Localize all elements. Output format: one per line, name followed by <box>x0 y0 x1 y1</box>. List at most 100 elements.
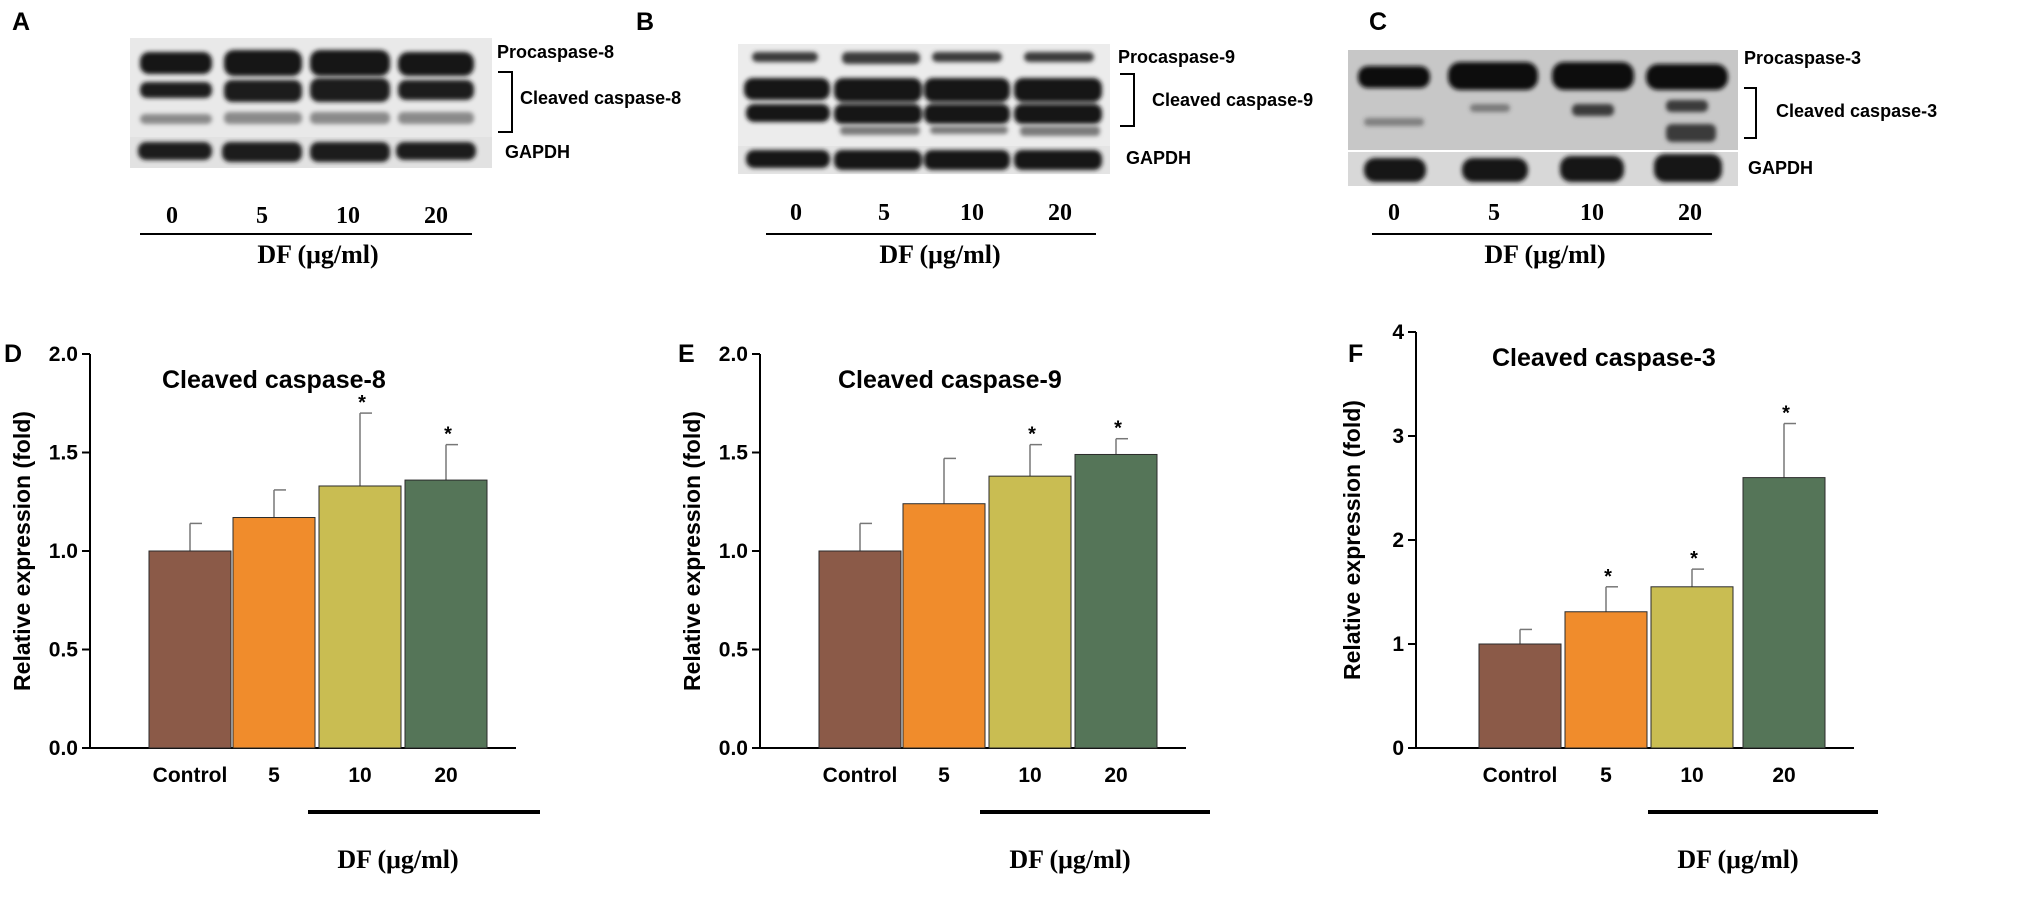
x-axis-label: DF (μg/ml) <box>1009 845 1130 874</box>
x-category-label: 20 <box>434 764 457 787</box>
y-tick-label: 0.5 <box>49 639 79 662</box>
dose-label: 20 <box>424 203 448 229</box>
y-tick-label: 2.0 <box>49 343 78 366</box>
chart-title: Cleaved caspase-3 <box>1492 344 1716 372</box>
gapdh-label-c: GAPDH <box>1748 158 1813 178</box>
bar-chart-caspase-3: 0 1 2 3 4 Relative expression (fold) Cleaved c… <box>1339 321 1878 874</box>
y-tick-label: 2 <box>1392 529 1404 552</box>
y-tick-label: 0.0 <box>719 737 748 760</box>
chart-panel-e: E 0.0 0.5 1.0 1.5 2.0 Relative expression (fo… <box>678 340 1210 874</box>
bar <box>1564 611 1648 749</box>
dose-label: 0 <box>1388 200 1400 226</box>
x-category-label: 20 <box>1104 764 1127 787</box>
bar <box>232 517 316 749</box>
dose-label: 5 <box>256 203 268 229</box>
bar <box>148 550 232 749</box>
bar <box>1650 586 1734 749</box>
procaspase-label-c: Procaspase-3 <box>1744 48 1861 68</box>
significance-marker: * <box>1782 403 1790 425</box>
bar <box>1742 477 1826 749</box>
x-category-label: 5 <box>268 764 280 787</box>
cleaved-label-a: Cleaved caspase-8 <box>520 88 681 108</box>
x-category-label: 10 <box>348 764 371 787</box>
panel-label-f: F <box>1348 340 1363 368</box>
dose-label: 10 <box>336 203 360 229</box>
x-category-label: Control <box>153 764 228 787</box>
chart-panel-d: D 0.0 0.5 1.0 1.5 2.0 Relative expression (fo… <box>4 340 540 874</box>
bar <box>1478 643 1562 749</box>
x-category-label: 10 <box>1018 764 1041 787</box>
y-tick-label: 1.0 <box>719 540 748 563</box>
dose-label: 5 <box>1488 200 1500 226</box>
blot-panel-c: C Proc <box>1348 8 1937 269</box>
gapdh-label-a: GAPDH <box>505 142 570 162</box>
x-axis-label: DF (μg/ml) <box>337 845 458 874</box>
y-tick-label: 1.0 <box>49 540 78 563</box>
dose-axis-label-a: DF (μg/ml) <box>257 240 378 269</box>
chart-panel-f: F 0 1 2 3 4 Relative expression (fold) Cleaved… <box>1339 321 1878 874</box>
bar <box>404 479 488 749</box>
x-axis-label: DF (μg/ml) <box>1677 845 1798 874</box>
gapdh-label-b: GAPDH <box>1126 148 1191 168</box>
significance-marker: * <box>1690 548 1698 570</box>
bar-chart-caspase-9: 0.0 0.5 1.0 1.5 2.0 Relative expression (fold… <box>679 343 1210 874</box>
significance-marker: * <box>1604 566 1612 588</box>
dose-label: 5 <box>878 200 890 226</box>
dose-label: 10 <box>1580 200 1604 226</box>
dose-axis-label-b: DF (μg/ml) <box>879 240 1000 269</box>
bar <box>988 475 1072 749</box>
y-axis-label: Relative expression (fold) <box>9 411 35 691</box>
y-tick-label: 2.0 <box>719 343 748 366</box>
y-tick-label: 0.5 <box>719 639 749 662</box>
cleaved-bracket-b <box>1120 73 1135 127</box>
procaspase-label-a: Procaspase-8 <box>497 42 614 62</box>
y-tick-label: 4 <box>1392 321 1404 344</box>
significance-marker: * <box>358 392 366 414</box>
blot-panel-a: A <box>12 8 681 269</box>
bar <box>318 485 402 749</box>
panel-label-c: C <box>1369 8 1387 36</box>
y-tick-label: 3 <box>1392 425 1404 448</box>
y-axis-label: Relative expression (fold) <box>679 411 705 691</box>
dose-axis-label-c: DF (μg/ml) <box>1484 240 1605 269</box>
chart-title: Cleaved caspase-9 <box>838 366 1062 394</box>
dose-label: 10 <box>960 200 984 226</box>
dose-label: 20 <box>1048 200 1072 226</box>
bar-chart-caspase-8: 0.0 0.5 1.0 1.5 2.0 Relative expression (fold… <box>9 343 540 874</box>
y-tick-label: 1 <box>1392 633 1404 656</box>
bar <box>1074 453 1158 749</box>
x-category-label: Control <box>823 764 898 787</box>
x-category-label: 10 <box>1680 764 1703 787</box>
procaspase-label-b: Procaspase-9 <box>1118 47 1235 67</box>
y-tick-label: 1.5 <box>719 442 749 465</box>
panel-label-a: A <box>12 8 30 36</box>
significance-marker: * <box>1114 418 1122 440</box>
blot-image-a <box>130 38 492 168</box>
cleaved-label-c: Cleaved caspase-3 <box>1776 101 1937 121</box>
dose-label: 20 <box>1678 200 1702 226</box>
bar <box>818 550 902 749</box>
panel-label-b: B <box>636 8 654 36</box>
x-category-label: 5 <box>938 764 950 787</box>
significance-marker: * <box>444 424 452 446</box>
x-category-label: 20 <box>1772 764 1795 787</box>
y-tick-label: 1.5 <box>49 442 79 465</box>
cleaved-bracket-c <box>1744 87 1757 139</box>
blot-image-b <box>738 44 1110 174</box>
dose-label: 0 <box>790 200 802 226</box>
y-tick-label: 0.0 <box>49 737 78 760</box>
panel-label-d: D <box>4 340 22 368</box>
chart-title: Cleaved caspase-8 <box>162 366 386 394</box>
y-tick-label: 0 <box>1392 737 1404 760</box>
blot-panel-b: B <box>636 8 1313 269</box>
x-category-label: Control <box>1483 764 1558 787</box>
cleaved-label-b: Cleaved caspase-9 <box>1152 90 1313 110</box>
x-category-label: 5 <box>1600 764 1612 787</box>
blot-image-c <box>1348 50 1738 186</box>
dose-label: 0 <box>166 203 178 229</box>
cleaved-bracket-a <box>498 71 513 133</box>
bar <box>902 503 986 749</box>
y-axis-label: Relative expression (fold) <box>1339 400 1365 680</box>
panel-label-e: E <box>678 340 695 368</box>
